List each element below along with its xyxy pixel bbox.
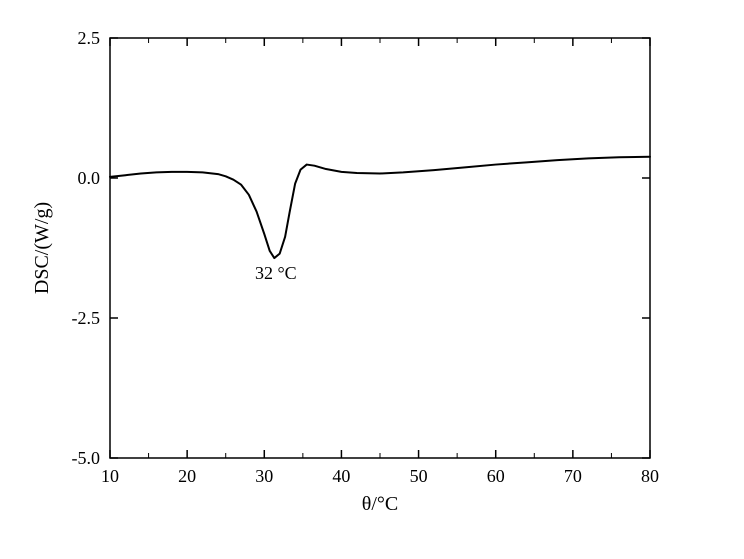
svg-text:0.0: 0.0 — [78, 168, 101, 188]
svg-text:60: 60 — [487, 466, 505, 486]
svg-text:80: 80 — [641, 466, 659, 486]
svg-text:40: 40 — [332, 466, 350, 486]
chart-svg: 10 20 30 40 50 60 70 80 -5.0 -2.5 0.0 2.5 θ/°C DSC/(W… — [0, 0, 744, 559]
svg-text:-2.5: -2.5 — [72, 308, 101, 328]
svg-text:10: 10 — [101, 466, 119, 486]
svg-text:30: 30 — [255, 466, 273, 486]
svg-text:θ/°C: θ/°C — [362, 493, 398, 515]
svg-text:32 °C: 32 °C — [255, 263, 297, 283]
svg-text:20: 20 — [178, 466, 196, 486]
svg-text:50: 50 — [410, 466, 428, 486]
svg-text:70: 70 — [564, 466, 582, 486]
svg-text:DSC/(W/g): DSC/(W/g) — [31, 202, 53, 294]
svg-text:-5.0: -5.0 — [72, 448, 101, 468]
svg-text:2.5: 2.5 — [78, 28, 101, 48]
dsc-chart: 10 20 30 40 50 60 70 80 -5.0 -2.5 0.0 2.5 θ/°C DSC/(W… — [0, 0, 744, 559]
